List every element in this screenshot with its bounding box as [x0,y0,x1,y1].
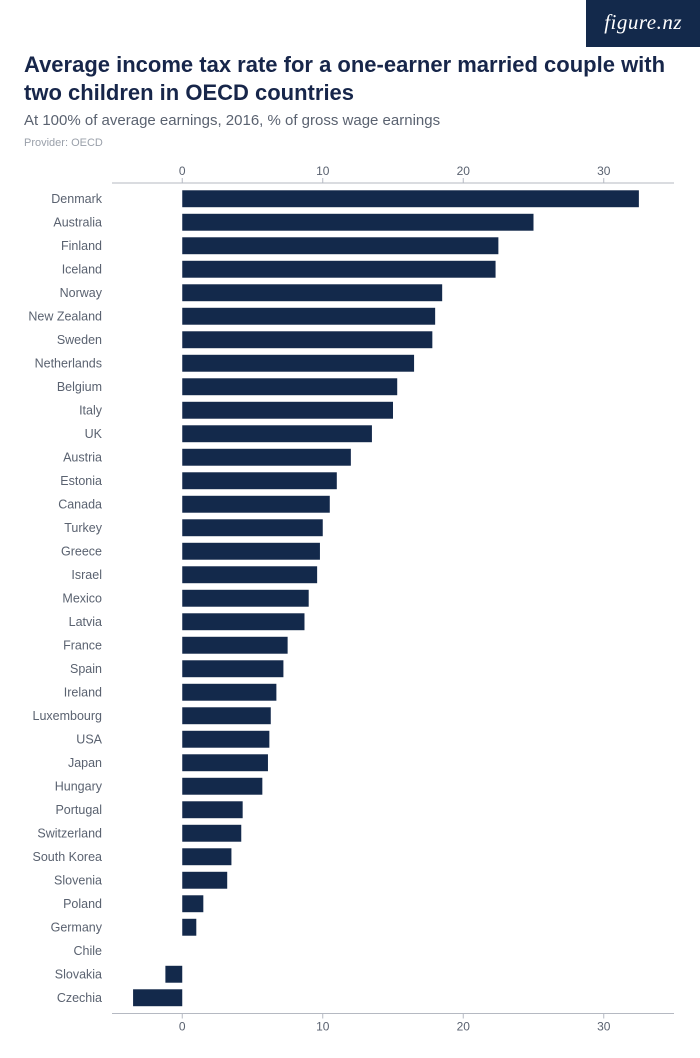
category-label: Chile [74,944,103,958]
x-tick-label: 10 [316,1020,330,1034]
bar [182,731,269,748]
category-label: Ireland [64,685,102,699]
category-label: USA [76,732,102,746]
x-tick-label: 0 [179,164,186,178]
x-tick-label: 30 [597,164,611,178]
bar [182,378,397,395]
bar [182,425,372,442]
bar [182,214,533,231]
chart-provider: Provider: OECD [24,137,676,149]
bar [182,472,337,489]
category-label: Sweden [57,333,102,347]
category-label: Czechia [57,991,102,1005]
bar [182,237,498,254]
bar [182,754,268,771]
category-label: Israel [71,568,102,582]
bar [182,261,495,278]
x-tick-label: 20 [457,1020,471,1034]
category-label: Latvia [69,615,102,629]
category-label: France [63,638,102,652]
category-label: Hungary [55,779,103,793]
bar [182,778,262,795]
bar [182,825,241,842]
category-label: Slovakia [55,967,102,981]
category-label: Spain [70,662,102,676]
category-label: Australia [53,215,102,229]
bar [182,684,276,701]
x-tick-label: 0 [179,1020,186,1034]
category-label: Turkey [64,521,102,535]
category-label: Belgium [57,380,102,394]
bar [182,190,639,207]
category-label: Slovenia [54,873,102,887]
bar [182,660,283,677]
category-label: South Korea [33,850,103,864]
bar [182,872,227,889]
chart-subtitle: At 100% of average earnings, 2016, % of … [24,112,676,129]
bar [182,801,242,818]
bar [182,613,304,630]
bar [182,449,351,466]
bar [182,543,320,560]
category-label: Luxembourg [33,709,103,723]
category-label: Poland [63,897,102,911]
bar [133,989,182,1006]
bar-chart: 0 10 20 30 Denmark Australia Finland Iceland Nor… [24,163,676,1034]
category-label: Portugal [55,803,102,817]
bar [182,590,308,607]
bar [182,519,323,536]
bar [182,402,393,419]
category-label: New Zealand [28,309,102,323]
category-label: Norway [60,286,103,300]
category-label: Germany [51,920,103,934]
bar [182,707,271,724]
category-label: Switzerland [37,826,102,840]
bar [182,331,432,348]
category-label: Estonia [60,474,102,488]
x-tick-label: 20 [457,164,471,178]
x-tick-label: 30 [597,1020,611,1034]
bar [165,966,182,983]
x-tick-label: 10 [316,164,330,178]
category-label: Greece [61,544,102,558]
category-label: Mexico [62,591,102,605]
brand-logo: figure.nz [586,0,700,47]
chart-title: Average income tax rate for a one-earner… [24,51,676,106]
bar [182,919,196,936]
bar [182,895,203,912]
category-label: Italy [79,403,103,417]
bar [182,308,435,325]
bar [182,637,287,654]
category-label: Japan [68,756,102,770]
bar [182,284,442,301]
category-label: UK [85,427,103,441]
bar [182,848,231,865]
category-label: Canada [58,497,102,511]
category-label: Iceland [62,262,102,276]
category-label: Denmark [51,192,102,206]
category-label: Austria [63,450,102,464]
category-label: Netherlands [35,356,102,370]
bar [182,355,414,372]
category-label: Finland [61,239,102,253]
bar [182,496,330,513]
bar [182,566,317,583]
